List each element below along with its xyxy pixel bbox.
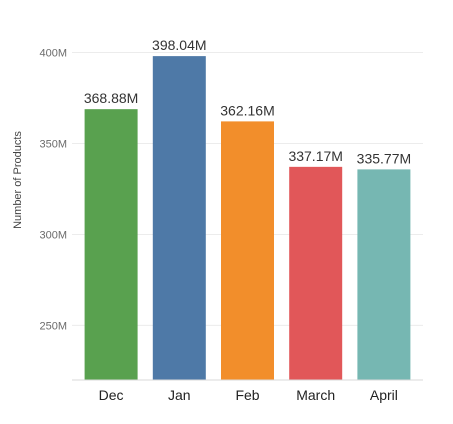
x-tick-label: Dec xyxy=(99,387,124,403)
y-tick-label: 350M xyxy=(39,139,67,151)
data-label: 362.16M xyxy=(220,102,274,118)
data-labels: 368.88M 398.04M 362.16M 337.17M 335.77M xyxy=(84,37,411,166)
data-label: 398.04M xyxy=(152,37,206,53)
bar-april xyxy=(357,169,411,380)
bar-march xyxy=(289,166,343,380)
bar-dec xyxy=(84,109,138,381)
y-tick-label: 250M xyxy=(39,320,67,332)
x-axis-categories: Dec Jan Feb March April xyxy=(99,387,398,403)
bars xyxy=(84,56,411,381)
x-tick-label: Jan xyxy=(168,387,191,403)
y-tick-label: 400M xyxy=(39,48,67,60)
x-tick-label: April xyxy=(370,387,398,403)
y-axis-label: Number of Products xyxy=(12,131,24,229)
x-tick-label: Feb xyxy=(235,387,259,403)
x-tick-label: March xyxy=(296,387,335,403)
data-label: 335.77M xyxy=(357,150,411,166)
y-axis-ticks: 250M 300M 350M 400M xyxy=(39,48,67,333)
bar-jan xyxy=(152,56,206,381)
y-tick-label: 300M xyxy=(39,229,67,241)
data-label: 368.88M xyxy=(84,90,138,106)
data-label: 337.17M xyxy=(288,148,342,164)
bar-feb xyxy=(221,121,274,381)
